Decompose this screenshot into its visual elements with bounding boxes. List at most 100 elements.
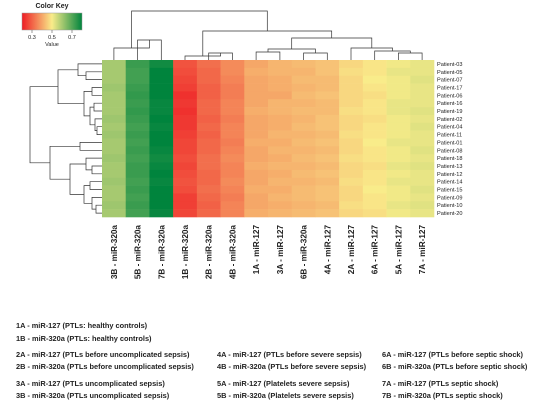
row-dendrogram-branch [83, 185, 92, 204]
heatmap-cell [268, 138, 293, 147]
heatmap-cell [125, 138, 150, 147]
legend-item-3a: 3A - miR-127 (PTLs uncomplicated sepsis) [16, 379, 165, 388]
heatmap-cell [315, 130, 340, 139]
column-dendrogram-branch [398, 52, 423, 60]
heatmap-cell [125, 107, 150, 116]
heatmap-cell [362, 162, 387, 171]
heatmap-cell [220, 162, 245, 171]
heatmap-cell [220, 146, 245, 155]
heatmap-cell [244, 83, 269, 92]
heatmap-cell [102, 146, 127, 155]
heatmap-cell [386, 107, 411, 116]
column-label: 5A - miR-127 [394, 225, 403, 275]
heatmap-cell [102, 99, 127, 108]
heatmap-cell [339, 177, 364, 186]
heatmap-cell [362, 114, 387, 124]
heatmap-cell [149, 107, 174, 116]
heatmap-cell [102, 75, 127, 84]
heatmap-cell [220, 107, 245, 116]
heatmap-cell [220, 91, 245, 100]
heatmap-cell [410, 177, 435, 186]
heatmap-cell [149, 83, 174, 92]
heatmap-cell [244, 162, 269, 171]
heatmap-cell [220, 122, 245, 131]
heatmap-cell [102, 130, 127, 139]
heatmap-cell [173, 177, 198, 186]
heatmap-cell [196, 138, 221, 147]
heatmap-cell [268, 122, 293, 131]
heatmap-cell [362, 75, 387, 84]
heatmap-cell [244, 138, 269, 147]
heatmap-cell [291, 122, 316, 131]
row-dendrogram-branch [91, 87, 102, 96]
heatmap-cell [149, 162, 174, 171]
row-label: Patient-20 [437, 211, 463, 217]
heatmap-cell [362, 138, 387, 147]
heatmap-cell [410, 193, 435, 202]
heatmap-cell [196, 75, 221, 84]
heatmap-cell [173, 154, 198, 163]
column-label: 2A - miR-127 [347, 225, 356, 275]
heatmap-cell [244, 193, 269, 202]
heatmap-cell [125, 130, 150, 139]
heatmap-cell [196, 130, 221, 139]
legend-item-5a: 5A - miR-127 (Platelets severe sepsis) [217, 379, 350, 388]
legend-item-2b: 2B - miR-320a (PTLs before uncomplicated… [16, 362, 194, 371]
heatmap-cell [410, 75, 435, 84]
row-dendrogram-branch [79, 142, 102, 151]
heatmap-cell [125, 122, 150, 131]
heatmap-cell [339, 114, 364, 124]
column-label: 6A - miR-127 [371, 225, 380, 275]
heatmap-cell [196, 154, 221, 163]
row-label: Patient-15 [437, 188, 463, 194]
heatmap-cell [125, 201, 150, 210]
heatmap-cell [220, 185, 245, 194]
heatmap-cell [125, 209, 150, 218]
heatmap-cell [386, 162, 411, 171]
heatmap-cell [386, 138, 411, 147]
heatmap-cell [173, 130, 198, 139]
heatmap-cell [196, 209, 221, 218]
heatmap-cell [315, 138, 340, 147]
heatmap-cell [102, 209, 127, 218]
heatmap-cell [220, 99, 245, 108]
heatmap-cell [315, 107, 340, 116]
heatmap-cell [244, 177, 269, 186]
heatmap-cell [268, 114, 293, 124]
heatmap-cell [102, 177, 127, 186]
heatmap-cell [339, 138, 364, 147]
legend-item-3b: 3B - miR-320a (PTLs uncomplicated sepsis… [16, 391, 170, 400]
heatmap-cell [315, 83, 340, 92]
heatmap-cell [196, 60, 221, 69]
heatmap-cell [315, 60, 340, 69]
row-dendrogram-branch [91, 197, 102, 210]
heatmap-cell [173, 169, 198, 179]
heatmap-cell [173, 60, 198, 69]
heatmap-cell [125, 114, 150, 124]
heatmap-cell [410, 60, 435, 69]
row-dendrogram-branch [85, 157, 102, 171]
heatmap-cell [220, 83, 245, 92]
row-dendrogram-branch [93, 102, 102, 112]
heatmap-cell [220, 193, 245, 202]
heatmap-cell [149, 60, 174, 69]
column-label: 4B - miR-320a [228, 225, 237, 280]
heatmap-cell [173, 185, 198, 194]
heatmap-cell [386, 99, 411, 108]
heatmap-cell [149, 201, 174, 210]
heatmap-cell [244, 130, 269, 139]
heatmap-cell [196, 83, 221, 92]
row-label: Patient-16 [437, 101, 463, 107]
heatmap-cell [291, 107, 316, 116]
heatmap-cell [125, 60, 150, 69]
heatmap-cell [149, 122, 174, 131]
heatmap-cell [173, 83, 198, 92]
heatmap-cell [196, 99, 221, 108]
heatmap-cell [125, 185, 150, 194]
heatmap-cell [386, 60, 411, 69]
legend-item-6a: 6A - miR-127 (PTLs before septic shock) [382, 350, 524, 359]
heatmap-cell [386, 122, 411, 131]
heatmap-cell [125, 75, 150, 84]
heatmap-cell [196, 162, 221, 171]
